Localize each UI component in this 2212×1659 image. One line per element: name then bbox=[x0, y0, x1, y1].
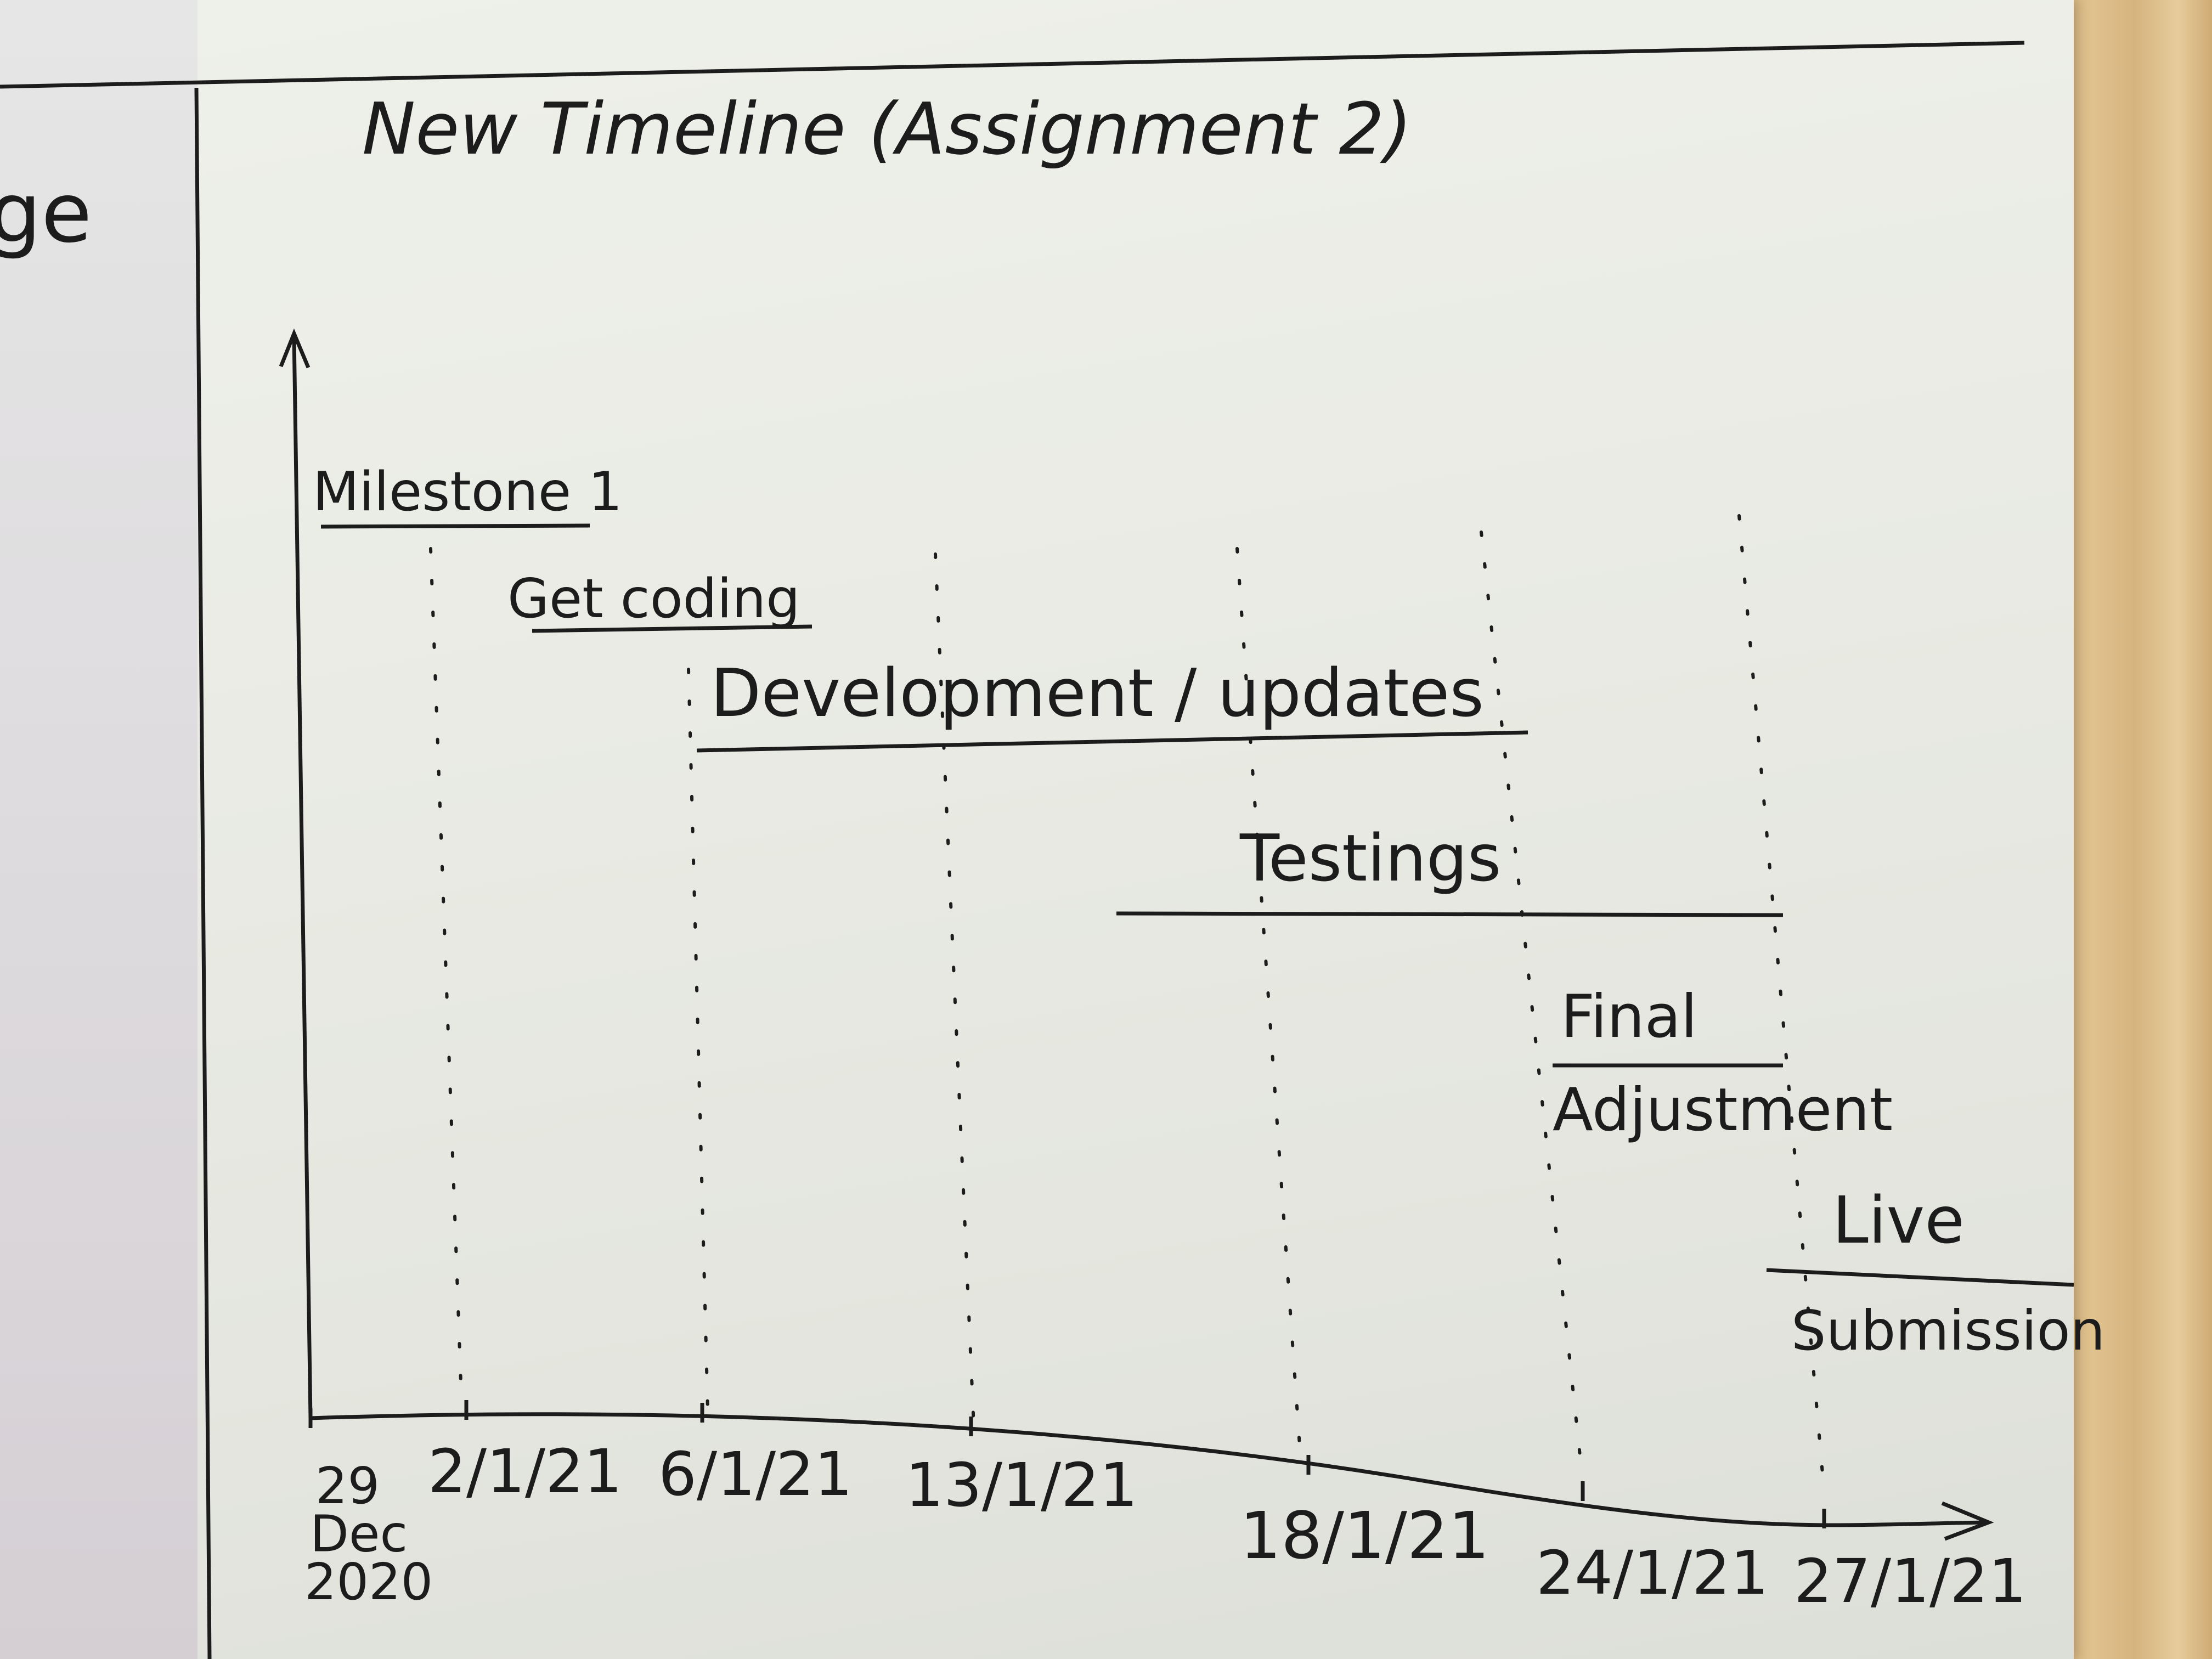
x-axis-tick-marks bbox=[308, 1400, 1826, 1528]
dotted-guides bbox=[429, 514, 1826, 1494]
x-tick-label: 18/1/21 bbox=[1240, 1498, 1489, 1573]
dotted-guide-line bbox=[1480, 531, 1584, 1483]
x-tick-label-text: 2020 bbox=[304, 1553, 433, 1611]
previous-page-margin bbox=[0, 0, 198, 1659]
dotted-guide-line bbox=[687, 668, 709, 1412]
x-axis bbox=[310, 1412, 1987, 1527]
x-tick-label: 6/1/21 bbox=[658, 1439, 853, 1509]
x-tick-label-text: 29 bbox=[315, 1457, 380, 1515]
y-axis-arrowhead bbox=[279, 328, 311, 369]
x-tick-label-text: 6/1/21 bbox=[658, 1439, 853, 1509]
phase-label-line: Live bbox=[1832, 1182, 1965, 1258]
x-tick-label-text: 24/1/21 bbox=[1536, 1538, 1769, 1608]
phase-label-get-coding: Get coding bbox=[507, 568, 800, 630]
phase-label-final-adjustment: Final Adjustment bbox=[1553, 983, 1893, 1144]
phase-underline bbox=[1116, 911, 1784, 917]
diagram-title: New Timeline (Assignment 2) bbox=[362, 87, 1412, 171]
x-tick-label-text: 13/1/21 bbox=[905, 1450, 1138, 1520]
phase-label-line: Final bbox=[1561, 983, 1697, 1051]
phase-label-line: Adjustment bbox=[1553, 1076, 1893, 1144]
x-tick-label-text: 18/1/21 bbox=[1240, 1498, 1489, 1573]
x-tick-label: 24/1/21 bbox=[1536, 1538, 1769, 1608]
dotted-guide-line bbox=[1737, 514, 1826, 1494]
dotted-guide-line bbox=[429, 547, 462, 1384]
paper-sheet bbox=[0, 0, 2074, 1659]
x-tick-label-text: 27/1/21 bbox=[1794, 1546, 2027, 1616]
x-tick-label-text: Dec bbox=[310, 1504, 408, 1563]
x-axis-arrowhead bbox=[1941, 1501, 1994, 1541]
phase-underline bbox=[696, 730, 1528, 753]
y-axis bbox=[292, 337, 313, 1419]
phase-underline bbox=[320, 523, 590, 529]
phase-underline bbox=[1766, 1268, 2074, 1287]
phase-label-live-submission: Live Submission bbox=[1791, 1182, 2105, 1363]
phase-label-milestone-1: Milestone 1 bbox=[313, 461, 623, 523]
phase-label-testings: Testings bbox=[1239, 820, 1501, 896]
phase-underline bbox=[532, 624, 812, 633]
margin-line bbox=[194, 87, 212, 1659]
left-fragment-text: ge bbox=[0, 166, 92, 261]
phase-underlines bbox=[320, 523, 2074, 1287]
x-tick-label-text: 2/1/21 bbox=[428, 1436, 622, 1506]
x-tick-label: 2/1/21 bbox=[428, 1436, 622, 1506]
phase-label-development-updates: Development / updates bbox=[710, 656, 1484, 732]
x-tick-label: 27/1/21 bbox=[1794, 1546, 2027, 1616]
top-border-line bbox=[0, 41, 2025, 89]
phase-label-line: Submission bbox=[1791, 1299, 2105, 1363]
x-tick-label: 13/1/21 bbox=[905, 1450, 1138, 1520]
